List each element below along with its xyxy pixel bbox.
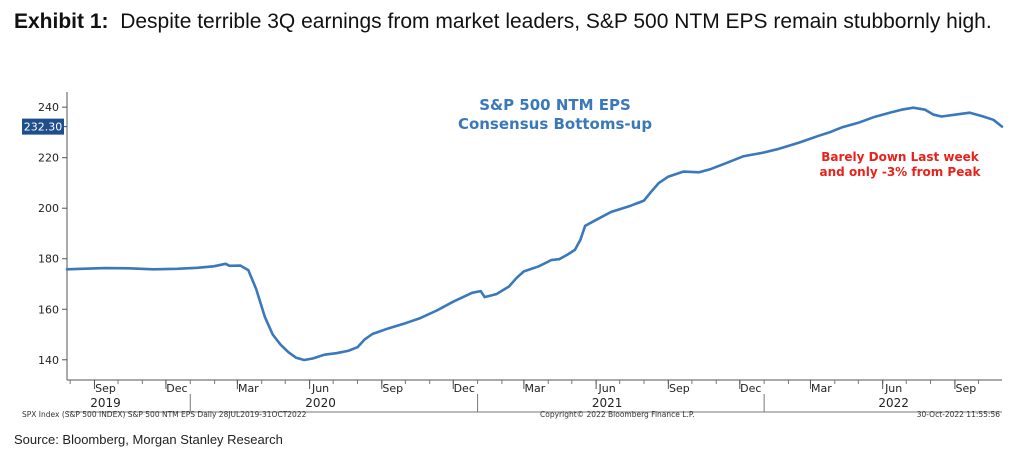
- x-month-label: Dec: [740, 382, 761, 395]
- last-value-box: [22, 118, 64, 135]
- y-tick-label: 220: [38, 152, 59, 165]
- chart-subtitle: Consensus Bottoms-up: [458, 115, 652, 133]
- y-tick-label: 240: [38, 101, 59, 114]
- x-axis: Sep Dec Mar Jun Sep Dec Mar Jun Sep Dec Mar Jun Sep2…: [69, 380, 979, 412]
- x-month-label: Jun: [598, 382, 616, 395]
- chart-title: S&P 500 NTM EPS: [479, 96, 631, 114]
- x-month-label: Sep: [95, 382, 116, 395]
- plot-frame: [66, 92, 1002, 413]
- last-value-badge: 232.30: [22, 118, 67, 135]
- x-month-label: Mar: [238, 382, 259, 395]
- footer-center: Copyright© 2022 Bloomberg Finance L.P.: [540, 410, 695, 419]
- exhibit-title: Exhibit 1: Despite terrible 3Q earnings …: [14, 8, 1004, 35]
- source-note: Source: Bloomberg, Morgan Stanley Resear…: [14, 432, 283, 447]
- exhibit-text: Despite terrible 3Q earnings from market…: [120, 10, 992, 33]
- y-axis: 140 160 180 200 220 240: [38, 101, 67, 367]
- x-month-label: Dec: [454, 382, 475, 395]
- annotation-line-1: Barely Down Last week: [821, 150, 980, 164]
- x-year-label: 2021: [592, 396, 623, 410]
- series-line-eps: [65, 106, 1004, 362]
- x-month-label: Sep: [382, 382, 403, 395]
- x-year-label: 2019: [90, 396, 121, 410]
- last-value-label: 232.30: [24, 121, 63, 134]
- footer-left: SPX Index (S&P 500 INDEX) S&P 500 NTM EP…: [22, 410, 307, 419]
- series-layer: [65, 106, 1004, 362]
- x-month-label: Sep: [956, 382, 977, 395]
- x-year-label: 2020: [305, 396, 336, 410]
- exhibit-label: Exhibit 1:: [14, 10, 109, 33]
- x-month-label: Sep: [669, 382, 690, 395]
- y-tick-label: 140: [38, 354, 59, 367]
- x-month-label: Jun: [311, 382, 329, 395]
- x-month-label: Dec: [166, 382, 187, 395]
- y-tick-label: 160: [38, 303, 59, 316]
- x-month-label: Mar: [525, 382, 546, 395]
- x-year-label: 2022: [878, 396, 909, 410]
- eps-line-chart: 140 160 180 200 220 240 Sep Dec Mar Jun Sep Dec Mar…: [22, 92, 1004, 419]
- footer-right: 30-Oct-2022 11:55:56: [917, 410, 1001, 419]
- annotation-line-2: and only -3% from Peak: [820, 165, 982, 179]
- x-month-label: Mar: [811, 382, 832, 395]
- x-month-label: Jun: [884, 382, 902, 395]
- y-tick-label: 200: [38, 202, 59, 215]
- y-tick-label: 180: [38, 253, 59, 266]
